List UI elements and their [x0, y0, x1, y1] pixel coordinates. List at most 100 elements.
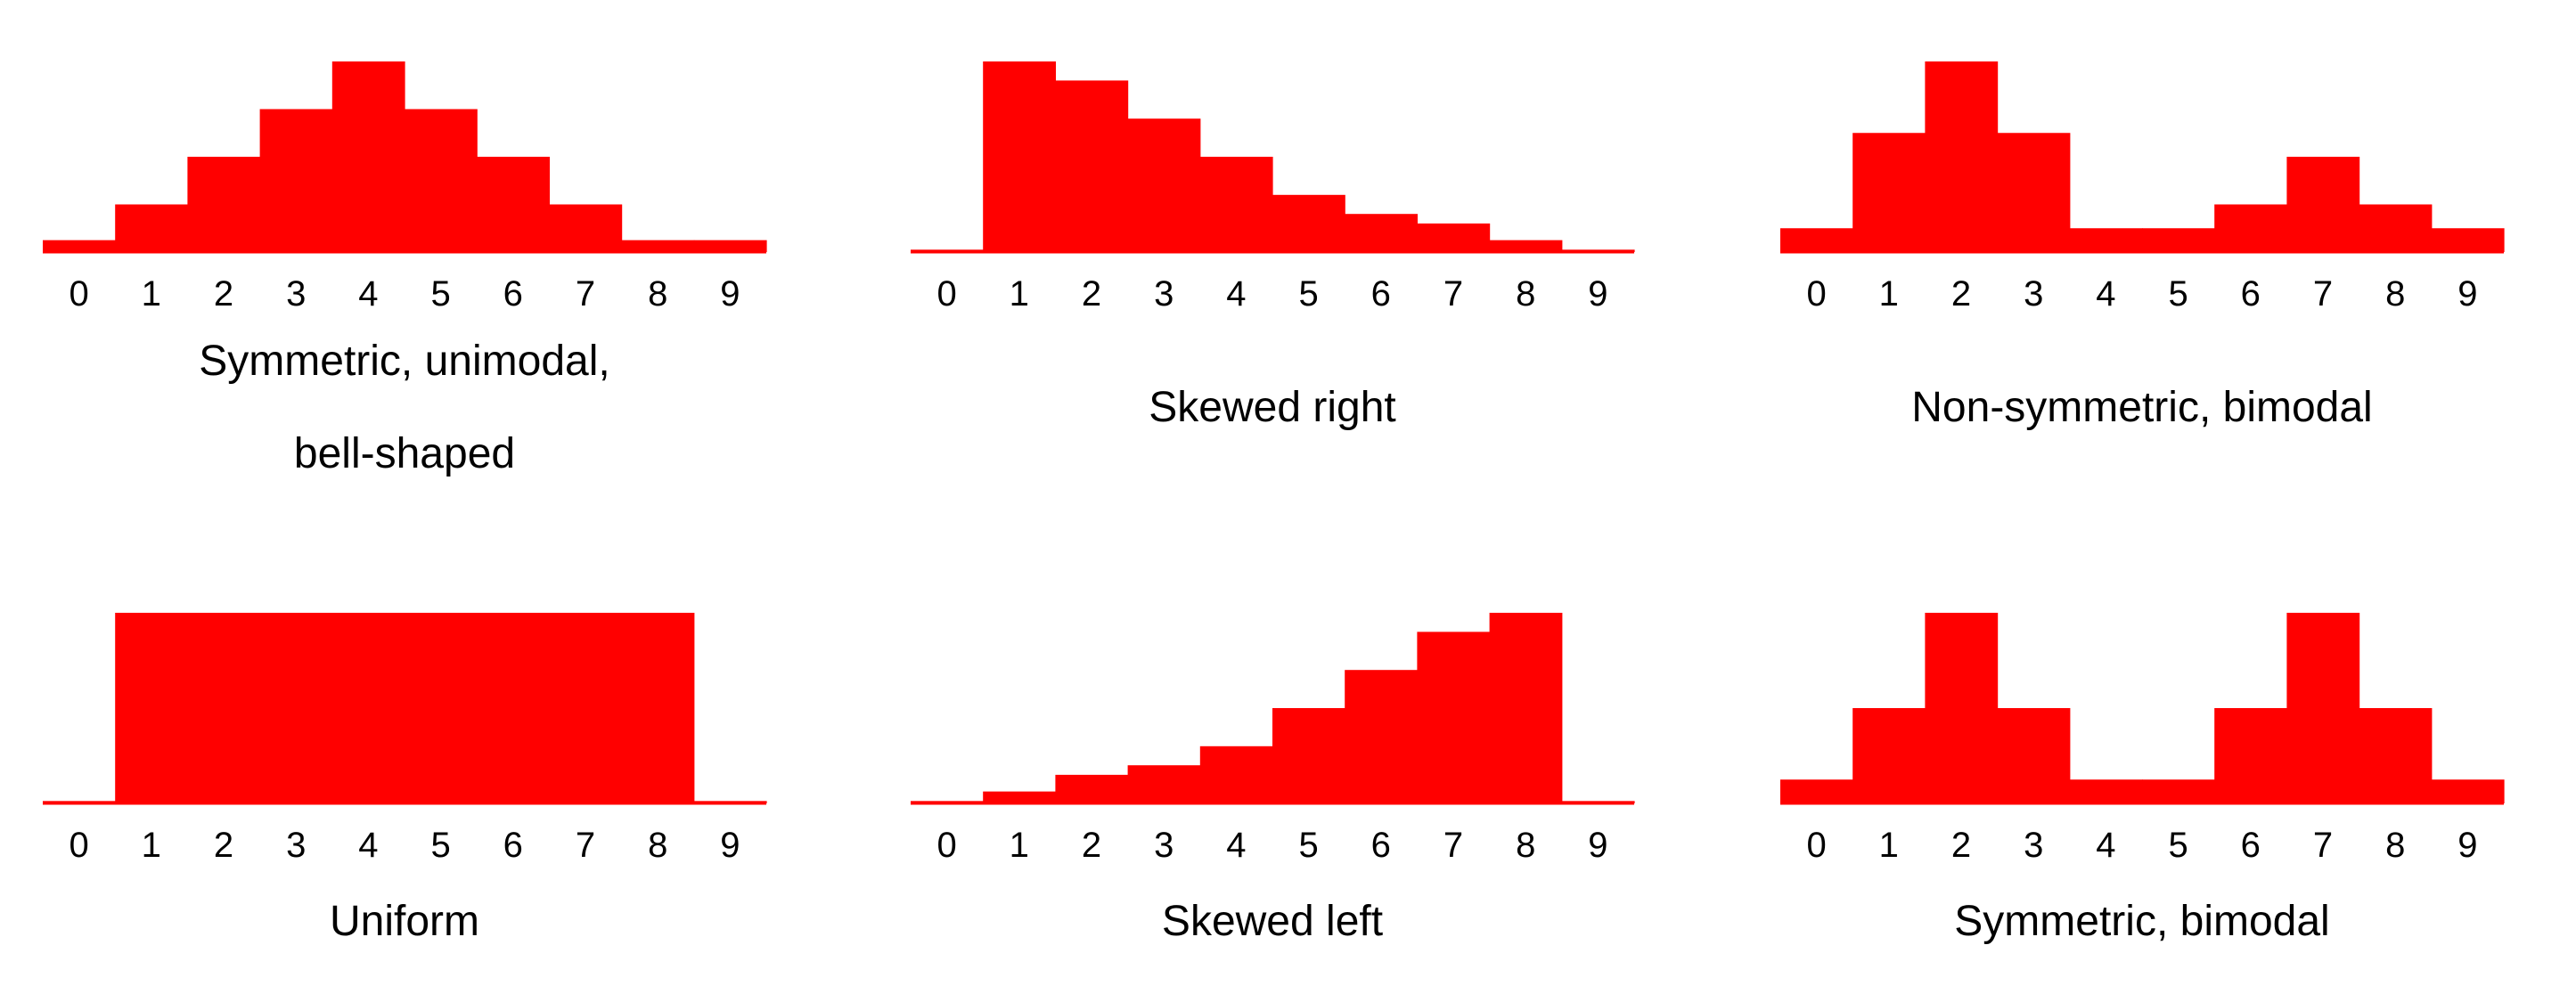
histogram-bar	[1417, 631, 1491, 803]
histogram-bar	[2359, 708, 2433, 803]
histogram-bar	[1345, 670, 1418, 803]
tick-label: 4	[2096, 274, 2115, 314]
tick-label: 4	[2096, 826, 2115, 865]
histogram-bar	[1345, 214, 1418, 252]
histogram-bar	[1127, 118, 1201, 252]
tick-label: 3	[1154, 826, 1174, 865]
histogram-bar	[2142, 779, 2215, 803]
tick-label: 2	[1951, 274, 1971, 314]
tick-label: 1	[1010, 826, 1029, 865]
histogram-bar	[187, 157, 261, 252]
histogram-bar	[2431, 228, 2505, 252]
tick-label: 3	[1154, 274, 1174, 314]
tick-label: 3	[2024, 274, 2043, 314]
tick-label: 1	[142, 274, 161, 314]
histogram-bar	[43, 240, 116, 253]
tick-label: 9	[720, 826, 740, 865]
tick-label: 6	[2241, 826, 2261, 865]
tick-label: 8	[648, 274, 667, 314]
tick-label: 7	[576, 826, 595, 865]
tick-label: 8	[2385, 274, 2405, 314]
tick-label: 2	[1082, 274, 1101, 314]
histogram-bar	[983, 791, 1056, 804]
tick-label: 1	[142, 826, 161, 865]
histogram-bar	[1127, 765, 1201, 803]
tick-label: 2	[214, 826, 233, 865]
tick-label: 0	[936, 274, 956, 314]
histogram-bar	[115, 613, 188, 803]
histogram-bar	[405, 613, 478, 803]
chart-caption-line: Skewed left	[1162, 898, 1383, 945]
tick-label: 6	[1371, 826, 1391, 865]
chart-caption-line: Non-symmetric, bimodal	[1911, 384, 2372, 431]
tick-label: 5	[1298, 274, 1318, 314]
histogram-bar	[1272, 708, 1345, 803]
tick-label: 0	[936, 826, 956, 865]
histogram-bar	[2214, 708, 2287, 803]
tick-label: 7	[2313, 826, 2333, 865]
histogram-bar	[331, 61, 405, 252]
histogram-bar	[1780, 779, 1853, 803]
histogram-bar	[477, 157, 550, 252]
histogram-bar	[1055, 80, 1129, 253]
histogram-panel-6: 0 1 2 3 4 5 6 7 8 9 Symmetric, bimodal	[1780, 613, 2505, 945]
histogram-panel-3: 0 1 2 3 4 5 6 7 8 9 Non-symmetric, bimodal	[1780, 61, 2505, 431]
histogram-bar	[549, 613, 623, 803]
tick-label: 9	[1588, 274, 1607, 314]
chart-caption-line: Symmetric, bimodal	[1954, 898, 2329, 945]
tick-label: 6	[1371, 274, 1391, 314]
tick-label: 7	[576, 274, 595, 314]
histogram-bar	[1852, 133, 1926, 252]
tick-label: 7	[1443, 274, 1463, 314]
tick-label: 9	[720, 274, 740, 314]
tick-label: 3	[286, 826, 306, 865]
tick-label: 8	[1516, 826, 1535, 865]
histogram-bar	[549, 204, 623, 252]
tick-label: 6	[503, 274, 523, 314]
histogram-bar	[187, 613, 261, 803]
chart-caption-line: Skewed right	[1149, 384, 1395, 431]
tick-label: 9	[1588, 826, 1607, 865]
chart-caption-line: Symmetric, unimodal,	[199, 338, 609, 385]
tick-label: 5	[430, 274, 450, 314]
histogram-bar	[2214, 204, 2287, 252]
tick-label: 2	[214, 274, 233, 314]
histogram-bar	[1997, 133, 2071, 252]
tick-label: 2	[1951, 826, 1971, 865]
histogram-bar	[259, 109, 333, 252]
histogram-bar	[1199, 157, 1273, 252]
histogram-bar	[1489, 240, 1563, 253]
histogram-bar	[331, 613, 405, 803]
tick-label: 0	[69, 274, 88, 314]
histogram-bar	[405, 109, 478, 252]
tick-label: 5	[1298, 826, 1318, 865]
histogram-bar	[2286, 157, 2360, 252]
histogram-bar	[621, 613, 695, 803]
histogram-bar	[1925, 61, 1999, 252]
tick-label: 9	[2457, 826, 2477, 865]
histogram-bar	[2069, 779, 2143, 803]
tick-label: 1	[1879, 274, 1899, 314]
tick-label: 4	[358, 274, 378, 314]
tick-label: 5	[430, 826, 450, 865]
histogram-bar	[693, 240, 767, 253]
tick-label: 8	[2385, 826, 2405, 865]
histogram-bar	[2069, 228, 2143, 252]
histogram-panel-2: 0 1 2 3 4 5 6 7 8 9 Skewed right	[911, 61, 1635, 431]
tick-label: 8	[1516, 274, 1535, 314]
tick-label: 4	[1226, 274, 1246, 314]
tick-label: 7	[1443, 826, 1463, 865]
histogram-bar	[1199, 746, 1273, 803]
histogram-bar	[1417, 223, 1491, 252]
histogram-bar	[115, 204, 188, 252]
histogram-bar	[2431, 779, 2505, 803]
histogram-bar	[1272, 194, 1345, 252]
histogram-panel-1: 0 1 2 3 4 5 6 7 8 9 Symmetric, unimodal, bell-shape…	[43, 61, 767, 477]
tick-label: 7	[2313, 274, 2333, 314]
tick-label: 1	[1010, 274, 1029, 314]
tick-label: 5	[2168, 826, 2188, 865]
tick-label: 0	[1806, 826, 1826, 865]
histogram-bar	[1997, 708, 2071, 803]
histogram-panel-4: 0 1 2 3 4 5 6 7 8 9 Uniform	[43, 613, 767, 945]
